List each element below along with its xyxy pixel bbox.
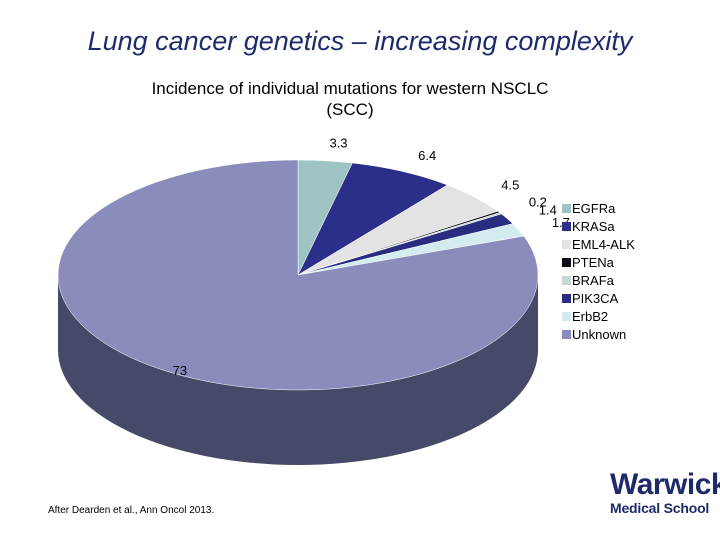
chart-title: Incidence of individual mutations for we… bbox=[60, 78, 640, 120]
data-label-unknown: 73 bbox=[173, 363, 187, 378]
legend-item-unknown: Unknown bbox=[562, 327, 626, 342]
slide-title: Lung cancer genetics – increasing comple… bbox=[87, 26, 633, 56]
data-label-eml4-alk: 4.5 bbox=[501, 178, 519, 193]
pie-slice-unknown bbox=[57, 159, 539, 391]
chart-title-line-1: Incidence of individual mutations for we… bbox=[151, 79, 549, 98]
legend-swatch-krasa bbox=[562, 222, 571, 231]
legend-label-pik3ca: PIK3CA bbox=[572, 291, 619, 306]
pie-slices bbox=[57, 159, 539, 391]
legend-label-eml4-alk: EML4-ALK bbox=[572, 237, 635, 252]
data-label-ptena: 0.2 bbox=[529, 195, 547, 210]
legend-swatch-eml4-alk bbox=[562, 240, 571, 249]
pie-side-wall bbox=[58, 275, 538, 465]
legend-swatch-erbb2 bbox=[562, 312, 571, 321]
legend-swatch-ptena bbox=[562, 258, 571, 267]
legend-item-erbb2: ErbB2 bbox=[562, 309, 608, 324]
data-label-krasa: 6.4 bbox=[418, 148, 436, 163]
legend-swatch-egfra bbox=[562, 204, 571, 213]
legend-swatch-brafa bbox=[562, 276, 571, 285]
legend-label-egfra: EGFRa bbox=[572, 201, 616, 216]
pie-slice-krasa bbox=[297, 162, 448, 276]
legend-item-brafa: BRAFa bbox=[562, 273, 615, 288]
citation: After Dearden et al., Ann Oncol 2013. bbox=[48, 505, 215, 516]
legend-item-eml4-alk: EML4-ALK bbox=[562, 237, 635, 252]
data-label-pik3ca: 1.4 bbox=[539, 202, 557, 217]
data-label-egfra: 3.3 bbox=[329, 136, 347, 151]
legend-swatch-unknown bbox=[562, 330, 571, 339]
legend-swatch-pik3ca bbox=[562, 294, 571, 303]
legend-item-egfra: EGFRa bbox=[562, 201, 616, 216]
chart-legend: EGFRa KRASa EML4-ALK PTENa BRAFa PIK3CA ErbB2 U… bbox=[562, 201, 635, 342]
legend-label-ptena: PTENa bbox=[572, 255, 615, 270]
legend-item-ptena: PTENa bbox=[562, 255, 615, 270]
legend-label-unknown: Unknown bbox=[572, 327, 626, 342]
legend-item-pik3ca: PIK3CA bbox=[562, 291, 619, 306]
logo-line-2: Medical School bbox=[610, 500, 710, 516]
legend-label-brafa: BRAFa bbox=[572, 273, 615, 288]
legend-item-krasa: KRASa bbox=[562, 219, 615, 234]
legend-label-erbb2: ErbB2 bbox=[572, 309, 608, 324]
pie-side bbox=[58, 275, 538, 465]
logo-line-1: Warwick bbox=[610, 468, 720, 501]
warwick-logo: Warwick Medical School bbox=[610, 468, 720, 517]
chart-title-line-2: (SCC) bbox=[326, 100, 374, 119]
legend-label-krasa: KRASa bbox=[572, 219, 615, 234]
